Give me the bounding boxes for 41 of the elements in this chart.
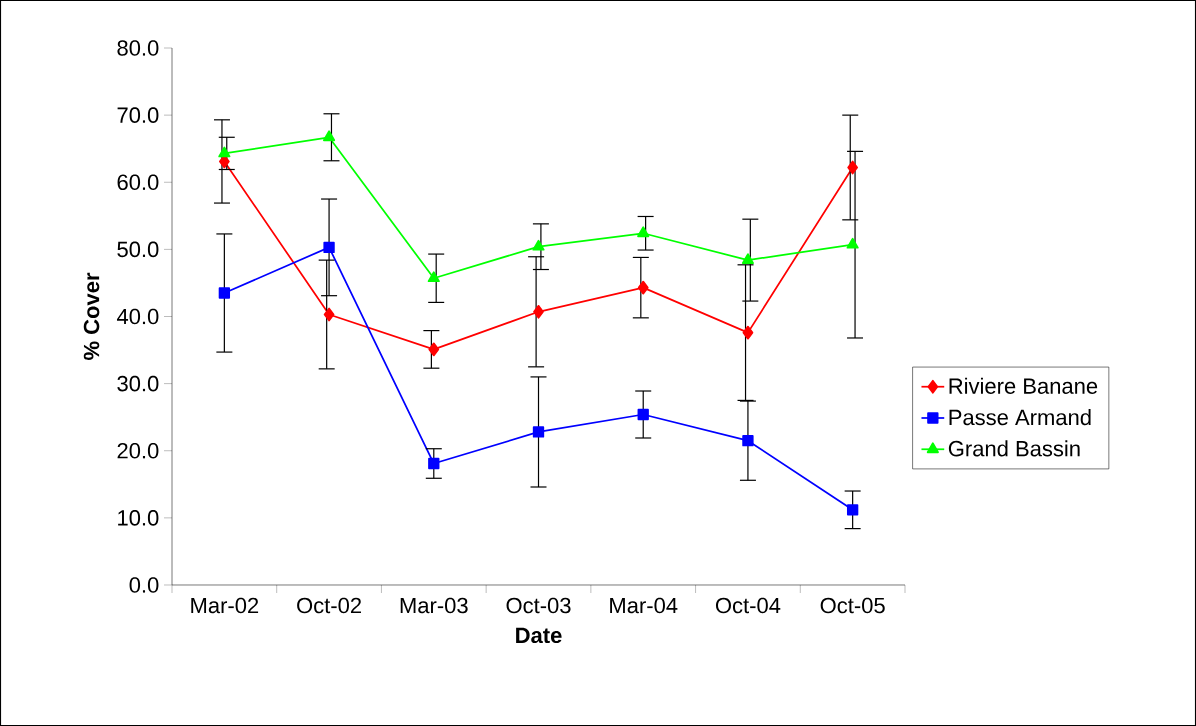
point: [846, 504, 859, 516]
x-tick-label: Oct-02: [297, 597, 361, 614]
point: [218, 146, 231, 158]
point: [637, 226, 650, 238]
y-tick-label: 60.0: [117, 174, 159, 191]
y-tick-label: 10.0: [118, 510, 159, 526]
y-tick-label: 80.0: [117, 40, 159, 56]
x-tick-label: Mar-02: [191, 597, 259, 614]
y-tick-label: 30.0: [117, 375, 159, 392]
point: [637, 280, 649, 295]
point: [847, 160, 859, 175]
point: [427, 271, 440, 283]
y-tick-label: 70.0: [117, 107, 159, 123]
x-tick-label: Oct-05: [820, 597, 885, 614]
y-tick-label: 40.0: [116, 308, 159, 325]
point: [323, 130, 336, 142]
y-tick-label: 20.0: [117, 442, 159, 459]
point: [742, 325, 754, 340]
y-tick-label: 0.0: [129, 577, 159, 593]
x-tick-label: Mar-03: [400, 597, 468, 614]
point: [741, 253, 754, 264]
point: [428, 457, 440, 470]
point: [323, 307, 335, 322]
point: [533, 304, 544, 319]
x-axis-title: Date: [516, 627, 562, 644]
y-axis-title: % Cover: [83, 272, 100, 360]
point: [532, 426, 545, 438]
legend-label: Grand Bassin: [948, 440, 1080, 457]
point: [428, 342, 440, 357]
x-tick-label: Oct-04: [715, 597, 781, 614]
point: [532, 239, 545, 251]
x-tick-label: Mar-04: [610, 597, 678, 614]
y-tick-label: 50.0: [117, 241, 159, 258]
point: [637, 408, 649, 421]
legend-label: Riviere Banane: [949, 377, 1098, 394]
legend-label: Passe Armand: [949, 409, 1091, 426]
x-tick-label: Oct-03: [506, 597, 571, 614]
point: [846, 237, 859, 249]
point: [742, 435, 754, 447]
point: [323, 241, 335, 254]
point: [218, 287, 231, 299]
